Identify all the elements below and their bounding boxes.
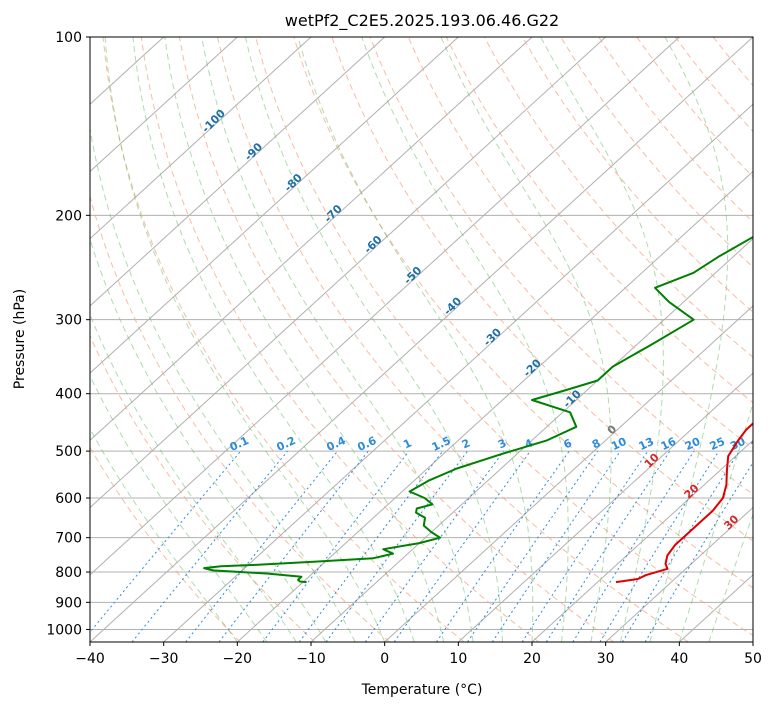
mixing-ratio-line [131, 450, 288, 642]
dry-adiabat [217, 37, 689, 642]
moist-adiabat [540, 37, 664, 642]
isotherm-line [310, 237, 753, 642]
isotherm-line [90, 37, 238, 173]
dry-adiabats [90, 37, 753, 642]
moist-adiabat [90, 313, 297, 642]
y-axis-label: Pressure (hPa) [12, 289, 28, 389]
y-tick-label: 700 [55, 531, 82, 547]
x-tick-label: 30 [597, 651, 615, 667]
moist-adiabat [90, 237, 327, 642]
mixing-ratio-label: 20 [683, 435, 703, 453]
y-tick-label: 400 [55, 387, 82, 403]
y-tick-label: 900 [55, 595, 82, 611]
isotherm-line [90, 37, 386, 307]
y-tick-label: 300 [55, 313, 82, 329]
x-tick-label: 40 [670, 651, 688, 667]
mixing-ratio-label: 16 [659, 435, 679, 453]
isotherm-line [531, 439, 753, 642]
moist-adiabats [90, 37, 753, 642]
x-tick-label: −40 [75, 651, 105, 667]
dry-adiabat [407, 37, 753, 449]
moist-adiabat [164, 37, 445, 642]
x-tick-label: 10 [449, 651, 467, 667]
profile-series [203, 235, 753, 584]
pressure-gridlines [90, 37, 753, 630]
x-axis-label: Temperature (°C) [361, 682, 483, 698]
isotherm-line [90, 37, 607, 509]
isotherm-line [384, 305, 753, 642]
mixing-ratio-line [599, 450, 720, 642]
moist-adiabat [104, 37, 386, 642]
mixing-ratio-line [325, 450, 468, 642]
dry-adiabat [522, 37, 753, 313]
moist-adiabat [201, 37, 474, 642]
moist-adiabat [678, 401, 753, 642]
isotherm-line [90, 37, 753, 642]
mixing-ratio-line [545, 450, 671, 642]
isotherm-line [90, 37, 312, 240]
y-tick-label: 800 [55, 565, 82, 581]
dry-adiabat [445, 37, 753, 404]
mixing-ratio-line [364, 450, 505, 642]
isotherm-line [90, 37, 459, 374]
moist-adiabat [440, 37, 612, 642]
mixing-ratio-line [644, 461, 753, 642]
moist-adiabat [90, 427, 238, 642]
mixing-ratio-label: 25 [708, 435, 727, 453]
dewpoint-profile-line [203, 235, 753, 584]
mixing-ratio-line [393, 450, 531, 642]
moist-adiabat [90, 374, 268, 642]
x-tick-label: 20 [523, 651, 541, 667]
isotherm-line [605, 506, 753, 642]
moist-adiabat [361, 37, 569, 642]
y-tick-label: 200 [55, 208, 82, 224]
temperature-profile-line [615, 422, 753, 584]
moist-adiabat [90, 125, 356, 642]
dry-adiabat [331, 37, 753, 542]
x-tick-label: −20 [223, 651, 253, 667]
x-tick-label: 0 [380, 651, 389, 667]
dry-adiabat [255, 37, 753, 637]
y-tick-label: 100 [55, 30, 82, 46]
y-tick-label: 600 [55, 491, 82, 507]
dry-adiabat [140, 37, 540, 642]
isotherm-lines [90, 37, 753, 642]
mixing-ratio-lines [90, 450, 753, 642]
y-tick-label: 500 [55, 444, 82, 460]
mixing-ratio-line [262, 450, 410, 642]
moist-adiabat [132, 37, 415, 642]
mixing-ratio-line [621, 450, 740, 642]
moist-adiabat [708, 513, 753, 642]
y-tick-label: 1000 [46, 622, 82, 638]
isotherm-line [163, 103, 753, 642]
x-tick-label: −30 [149, 651, 179, 667]
y-axis-ticks: 100 200 300 400 500 600 700 800 900 1000 [46, 30, 90, 638]
mixing-ratio-label: 13 [637, 435, 656, 453]
dry-adiabat [178, 37, 614, 642]
dry-adiabat [90, 194, 390, 642]
dry-adiabat [483, 37, 753, 358]
isotherm-line [90, 37, 533, 442]
isotherm-line [90, 37, 680, 576]
x-tick-label: 50 [744, 651, 762, 667]
x-tick-label: −10 [296, 651, 326, 667]
mixing-ratio-line [90, 450, 242, 633]
mixing-ratio-label: 36 [749, 435, 769, 453]
moist-adiabat [245, 37, 503, 642]
moist-adiabat [649, 37, 729, 642]
isotherm-line [457, 372, 753, 642]
x-axis-ticks: −40 −30 −20 −10 0 10 20 30 40 50 [75, 642, 762, 667]
moist-adiabat [297, 37, 534, 642]
mixing-ratio-label: 10 [609, 435, 629, 453]
mixing-ratio-line [521, 450, 649, 642]
dry-adiabat [102, 37, 465, 642]
chart-title: wetPf2_C2E5.2025.193.06.46.G22 [285, 11, 559, 31]
plot-frame [89, 36, 754, 643]
isotherm-line [236, 170, 753, 642]
dry-adiabat [369, 37, 753, 495]
